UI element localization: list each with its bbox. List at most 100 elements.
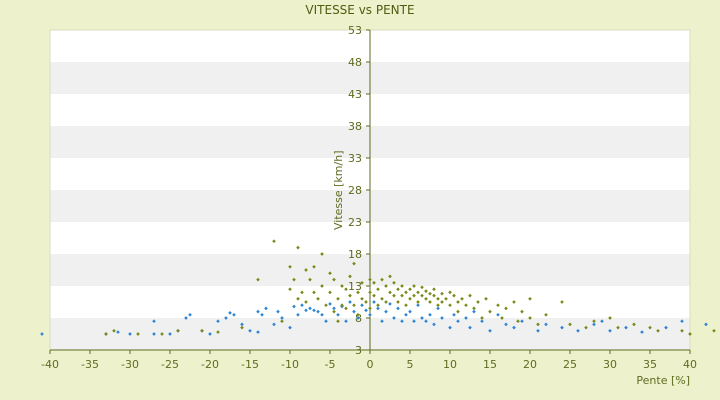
data-point-olive [176, 328, 180, 333]
y-tick-label: 33 [348, 152, 362, 165]
data-point-olive [396, 287, 400, 292]
data-point-blue [400, 319, 404, 324]
data-point-blue [128, 332, 132, 336]
data-point-blue [188, 312, 192, 317]
data-point-olive [368, 290, 372, 295]
data-point-olive [200, 328, 204, 333]
x-tick-label: -30 [121, 358, 139, 371]
data-point-blue [364, 308, 368, 313]
data-point-blue [248, 328, 252, 333]
data-point-olive [608, 316, 612, 320]
data-point-olive [136, 332, 140, 336]
data-point-olive [344, 306, 348, 311]
data-point-blue [168, 332, 172, 336]
data-point-olive [420, 285, 424, 290]
data-point-olive [304, 300, 308, 304]
data-point-blue [624, 325, 628, 330]
data-point-olive [356, 312, 360, 317]
data-point-blue [348, 300, 352, 304]
data-point-olive [372, 280, 376, 285]
data-point-blue [440, 316, 444, 320]
data-point-olive [452, 293, 456, 298]
data-point-olive [160, 332, 164, 336]
data-point-olive [352, 261, 356, 266]
data-point-olive [496, 303, 500, 308]
data-point-olive [460, 296, 464, 301]
data-point-olive [436, 303, 440, 308]
data-point-olive [400, 293, 404, 298]
data-point-olive [392, 280, 396, 285]
chart-title: VITESSE vs PENTE [305, 3, 414, 17]
data-point-blue [472, 309, 476, 314]
data-point-olive [380, 277, 384, 282]
y-tick-label: 13 [348, 280, 362, 293]
x-tick-label: 30 [603, 358, 617, 371]
data-point-olive [536, 322, 540, 327]
data-point-olive [568, 322, 572, 327]
x-tick-label: 15 [483, 358, 497, 371]
data-point-olive [476, 300, 480, 304]
data-point-blue [260, 312, 264, 317]
data-point-blue [280, 316, 284, 320]
x-tick-label: 40 [683, 358, 697, 371]
data-point-olive [584, 325, 588, 330]
data-point-blue [640, 330, 644, 334]
data-point-olive [336, 296, 340, 301]
data-point-blue [504, 322, 508, 327]
data-point-olive [388, 290, 392, 295]
data-point-blue [256, 330, 260, 334]
data-point-blue [408, 309, 412, 314]
data-point-olive [292, 277, 296, 282]
data-point-olive [348, 293, 352, 298]
data-point-olive [288, 264, 292, 269]
data-point-blue [428, 312, 432, 317]
data-point-olive [468, 293, 472, 298]
scatter-points [40, 239, 716, 336]
data-point-olive [360, 296, 364, 301]
y-tick-label: 53 [348, 24, 362, 37]
data-point-blue [292, 304, 296, 309]
data-point-olive [424, 289, 428, 293]
data-point-olive [408, 296, 412, 301]
data-point-olive [308, 277, 312, 282]
data-point-olive [472, 306, 476, 311]
data-point-blue [256, 309, 260, 314]
data-point-olive [384, 284, 388, 288]
data-point-blue [308, 306, 312, 311]
data-point-blue [496, 312, 500, 317]
data-point-olive [448, 290, 452, 295]
data-point-olive [368, 306, 372, 311]
data-point-olive [500, 316, 504, 320]
data-point-olive [440, 300, 444, 304]
x-tick-label: -5 [325, 358, 336, 371]
data-point-blue [300, 303, 304, 308]
data-point-olive [300, 290, 304, 295]
data-point-olive [296, 245, 300, 250]
x-tick-label: -35 [81, 358, 99, 371]
data-point-blue [600, 319, 604, 324]
data-point-blue [352, 309, 356, 314]
data-point-blue [452, 312, 456, 317]
data-point-olive [364, 300, 368, 304]
data-point-olive [392, 293, 396, 298]
data-point-blue [480, 319, 484, 324]
data-point-olive [656, 328, 660, 333]
data-point-blue [396, 306, 400, 311]
data-point-blue [576, 328, 580, 333]
data-point-olive [348, 274, 352, 279]
data-point-olive [324, 303, 328, 308]
x-tick-label: -10 [281, 358, 299, 371]
data-point-olive [404, 290, 408, 295]
data-point-olive [616, 325, 620, 330]
x-tick-group: -40 -35 -30 -25 -20 -15 -10 -5 0 5 10 15 20 25 30 35 40 [41, 350, 697, 371]
data-point-olive [368, 277, 372, 282]
data-point-olive [448, 303, 452, 308]
x-tick-label: 10 [443, 358, 457, 371]
data-point-blue [404, 312, 408, 317]
data-point-olive [396, 300, 400, 304]
x-tick-label: -25 [161, 358, 179, 371]
data-point-blue [356, 316, 360, 320]
data-point-olive [356, 290, 360, 295]
data-point-olive [440, 291, 444, 296]
data-point-blue [424, 319, 428, 324]
